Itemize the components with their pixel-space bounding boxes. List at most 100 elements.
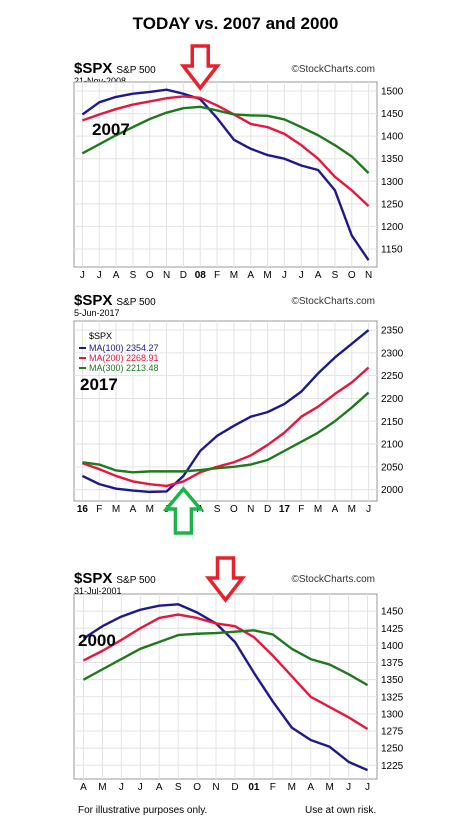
y-tick-label: 1400 bbox=[381, 641, 404, 652]
x-tick-label: M bbox=[263, 270, 271, 281]
x-tick-label: F bbox=[298, 504, 304, 515]
legend-item: MA(100) 2354.27 bbox=[89, 343, 159, 353]
chart-date: 21-Nov-2008 bbox=[74, 76, 127, 86]
x-tick-label: M bbox=[325, 782, 333, 793]
x-tick-label: 17 bbox=[279, 504, 291, 515]
x-tick-label: A bbox=[332, 504, 339, 515]
x-tick-label: A bbox=[315, 270, 322, 281]
x-tick-label: O bbox=[230, 504, 238, 515]
series-line-0 bbox=[81, 329, 370, 494]
x-tick-label: A bbox=[80, 782, 87, 793]
x-tick-label: O bbox=[146, 270, 154, 281]
y-tick-label: 1500 bbox=[381, 87, 404, 98]
x-tick-label: J bbox=[119, 782, 124, 793]
y-tick-label: 1375 bbox=[381, 658, 404, 669]
footer-risk: Use at own risk. bbox=[305, 805, 377, 816]
x-tick-label: M bbox=[112, 504, 120, 515]
stockcharts-credit: ©StockCharts.com bbox=[291, 64, 375, 75]
x-tick-label: J bbox=[97, 270, 102, 281]
series-line-0 bbox=[81, 88, 370, 261]
page-title: TODAY vs. 2007 and 2000 bbox=[132, 14, 339, 33]
y-tick-label: 1275 bbox=[381, 727, 404, 738]
x-tick-label: M bbox=[98, 782, 106, 793]
y-tick-label: 2100 bbox=[381, 440, 404, 451]
x-tick-label: M bbox=[348, 504, 356, 515]
y-tick-label: 1200 bbox=[381, 222, 404, 233]
y-tick-label: 2000 bbox=[381, 485, 404, 496]
series-line-2 bbox=[81, 105, 370, 174]
y-tick-label: 1250 bbox=[381, 744, 404, 755]
x-tick-label: N bbox=[365, 270, 372, 281]
x-tick-label: A bbox=[307, 782, 314, 793]
chart-panel-2000: $SPX S&P 500 31-Jul-2001 ©StockCharts.com bbox=[0, 570, 471, 795]
stockcharts-credit: ©StockCharts.com bbox=[291, 296, 375, 307]
x-tick-label: F bbox=[96, 504, 102, 515]
year-label: 2000 bbox=[78, 631, 116, 650]
y-tick-label: 2050 bbox=[381, 462, 404, 473]
series-line-1 bbox=[82, 95, 370, 207]
y-tick-label: 1350 bbox=[381, 675, 404, 686]
ticker-symbol: $SPX bbox=[74, 292, 113, 309]
x-tick-label: D bbox=[231, 782, 238, 793]
series-line-2 bbox=[82, 629, 369, 687]
x-tick-label: D bbox=[180, 270, 187, 281]
year-label: 2017 bbox=[80, 375, 118, 394]
y-tick-label: 1450 bbox=[381, 607, 404, 618]
legend-item: MA(200) 2268.91 bbox=[89, 353, 159, 363]
y-tick-label: 2200 bbox=[381, 394, 404, 405]
series-line-2 bbox=[82, 391, 370, 474]
chart-date: 31-Jul-2001 bbox=[74, 586, 122, 596]
x-tick-label: S bbox=[332, 270, 339, 281]
y-tick-label: 2150 bbox=[381, 417, 404, 428]
highlight-arrow bbox=[162, 486, 205, 535]
footer-disclaimer: For illustrative purposes only. bbox=[78, 805, 208, 816]
x-tick-label: S bbox=[214, 504, 221, 515]
legend-item: MA(300) 2213.48 bbox=[89, 363, 159, 373]
x-tick-label: A bbox=[247, 270, 254, 281]
y-tick-label: 2350 bbox=[381, 326, 404, 337]
y-tick-label: 1325 bbox=[381, 692, 404, 703]
chart-panel-2007: $SPX S&P 500 21-Nov-2008 ©StockCharts.com bbox=[0, 60, 471, 285]
x-tick-label: J bbox=[80, 270, 85, 281]
index-name: S&P 500 bbox=[116, 297, 156, 308]
stockcharts-credit: ©StockCharts.com bbox=[291, 574, 375, 585]
y-tick-label: 1400 bbox=[381, 132, 404, 143]
x-tick-label: M bbox=[230, 270, 238, 281]
y-tick-label: 1425 bbox=[381, 624, 404, 635]
x-tick-label: J bbox=[299, 270, 304, 281]
x-tick-label: 08 bbox=[195, 270, 207, 281]
index-name: S&P 500 bbox=[116, 575, 156, 586]
x-tick-label: A bbox=[130, 504, 137, 515]
x-tick-label: F bbox=[270, 782, 276, 793]
chart-group-1: 2000205021002150220022502300235016FMAMJJ… bbox=[73, 320, 404, 535]
y-tick-label: 1300 bbox=[381, 709, 404, 720]
x-tick-label: D bbox=[264, 504, 271, 515]
ticker-symbol: $SPX bbox=[74, 570, 113, 587]
x-tick-label: S bbox=[175, 782, 182, 793]
x-tick-label: J bbox=[346, 782, 351, 793]
series-line-1 bbox=[82, 613, 369, 731]
x-tick-label: J bbox=[138, 782, 143, 793]
y-tick-label: 1150 bbox=[381, 244, 403, 255]
y-tick-label: 1450 bbox=[381, 109, 404, 120]
x-tick-label: N bbox=[247, 504, 254, 515]
x-tick-label: A bbox=[156, 782, 163, 793]
x-tick-label: J bbox=[366, 504, 371, 515]
x-tick-label: A bbox=[113, 270, 120, 281]
x-tick-label: M bbox=[288, 782, 296, 793]
legend-title: $SPX bbox=[89, 331, 112, 341]
x-tick-label: O bbox=[348, 270, 356, 281]
y-tick-label: 1300 bbox=[381, 177, 404, 188]
x-tick-label: O bbox=[193, 782, 201, 793]
y-tick-label: 1225 bbox=[381, 761, 404, 772]
chart-panel-2017: $SPX S&P 500 5-Jun-2017 ©StockCharts.com bbox=[0, 292, 471, 532]
x-tick-label: J bbox=[282, 270, 287, 281]
highlight-arrow bbox=[204, 556, 247, 603]
x-tick-label: M bbox=[146, 504, 154, 515]
y-tick-label: 1250 bbox=[381, 199, 404, 210]
x-tick-label: N bbox=[212, 782, 219, 793]
x-tick-label: F bbox=[214, 270, 220, 281]
highlight-arrow bbox=[179, 44, 221, 91]
